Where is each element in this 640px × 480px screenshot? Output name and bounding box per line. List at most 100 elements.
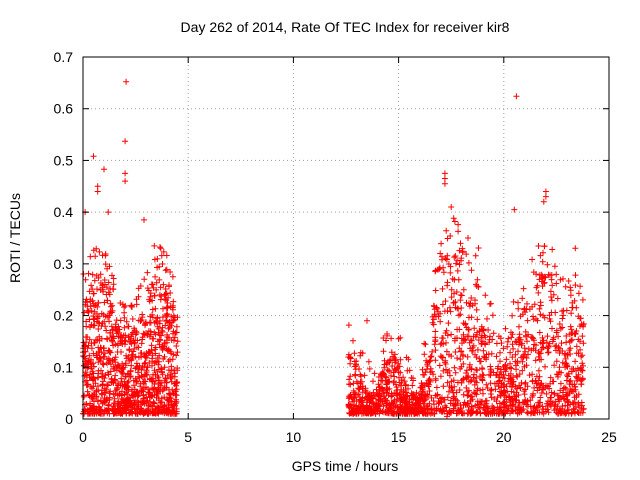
data-point — [154, 323, 161, 330]
data-point — [152, 305, 159, 312]
data-point — [403, 399, 410, 406]
data-point — [357, 352, 364, 359]
data-point — [421, 371, 428, 378]
data-point — [450, 215, 457, 222]
data-point — [109, 302, 116, 309]
data-point — [445, 320, 452, 327]
data-point — [345, 395, 352, 402]
data-point — [80, 408, 87, 415]
data-point — [141, 371, 148, 378]
data-point — [479, 366, 486, 373]
data-point — [144, 269, 151, 276]
data-point — [392, 381, 399, 388]
data-point — [493, 340, 500, 347]
data-point — [455, 276, 462, 283]
data-point — [440, 269, 447, 276]
data-point — [366, 365, 373, 372]
data-point — [540, 249, 546, 256]
data-point — [158, 332, 165, 339]
data-point — [458, 348, 464, 355]
data-point — [429, 319, 436, 326]
data-point — [466, 314, 472, 321]
data-point — [567, 284, 574, 291]
data-point — [366, 393, 373, 400]
data-point — [105, 382, 111, 389]
y-tick-label: 0.6 — [54, 101, 74, 117]
data-point — [155, 397, 162, 404]
data-point — [96, 348, 103, 355]
data-point — [170, 298, 177, 305]
data-point — [467, 337, 474, 344]
data-point — [91, 407, 98, 414]
y-tick-label: 0.4 — [54, 204, 74, 220]
data-point — [533, 380, 540, 387]
data-point — [542, 193, 549, 200]
data-point — [169, 356, 176, 363]
data-point — [131, 327, 138, 334]
data-point — [164, 300, 171, 306]
data-point — [487, 366, 494, 373]
data-point — [487, 380, 494, 387]
data-point — [474, 329, 481, 336]
data-point — [557, 380, 564, 387]
data-point — [101, 277, 108, 283]
data-point — [115, 340, 121, 347]
data-point — [88, 322, 95, 328]
data-point — [511, 206, 518, 213]
data-point — [465, 333, 472, 340]
data-point — [163, 310, 170, 317]
data-point — [548, 294, 555, 300]
data-point — [531, 301, 538, 308]
data-point — [456, 387, 463, 393]
data-point — [395, 360, 402, 367]
data-point — [564, 373, 571, 380]
data-point — [520, 353, 526, 360]
data-point — [537, 252, 544, 259]
data-point — [520, 399, 527, 406]
data-point — [384, 406, 391, 413]
data-point — [85, 270, 92, 277]
data-point — [437, 373, 444, 380]
data-point — [555, 333, 562, 340]
data-point — [82, 348, 89, 355]
data-point — [106, 318, 113, 325]
data-point — [457, 356, 464, 363]
data-point — [457, 365, 464, 372]
data-point — [537, 339, 544, 346]
data-point — [579, 360, 586, 367]
data-point — [133, 296, 140, 303]
data-point — [170, 317, 177, 324]
data-point — [151, 292, 158, 299]
data-point — [104, 336, 111, 343]
data-point — [355, 391, 362, 398]
data-point — [560, 275, 566, 282]
data-point — [380, 348, 387, 355]
data-point — [90, 390, 97, 396]
data-point — [117, 407, 124, 414]
data-point — [163, 339, 170, 346]
data-point — [452, 349, 459, 355]
data-point — [507, 360, 513, 367]
data-point — [121, 324, 128, 331]
data-point — [162, 286, 169, 292]
data-point — [429, 410, 436, 416]
data-point — [557, 387, 564, 394]
data-point — [365, 358, 372, 365]
data-point — [563, 377, 570, 384]
data-point — [487, 333, 493, 340]
data-point — [529, 394, 536, 400]
data-point — [169, 306, 176, 313]
data-point — [121, 314, 128, 321]
data-point — [484, 385, 491, 391]
data-point — [173, 352, 180, 359]
data-point — [564, 396, 571, 403]
data-point — [151, 242, 158, 249]
data-point — [98, 345, 104, 352]
data-point — [498, 371, 505, 378]
data-point — [563, 307, 570, 314]
data-point — [455, 221, 462, 228]
data-point — [159, 314, 166, 321]
data-point — [105, 279, 112, 286]
data-point — [512, 351, 519, 358]
data-point — [437, 318, 444, 325]
